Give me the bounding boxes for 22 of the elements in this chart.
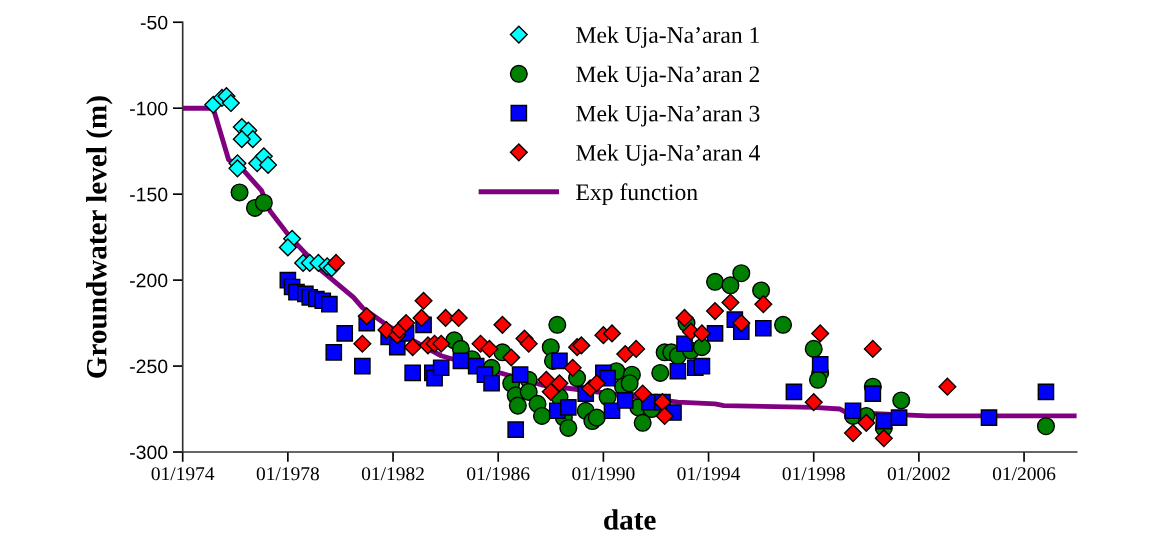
y-tick-label: -100 xyxy=(130,101,168,116)
x-tick-label: 01/1990 xyxy=(572,467,635,481)
legend-label: Mek Uja-Na’aran 1 xyxy=(576,26,759,48)
legend-label: Exp function xyxy=(576,183,698,206)
y-tick-label: -50 xyxy=(140,15,168,30)
y-tick-label: -200 xyxy=(130,273,168,288)
legend-label: Mek Uja-Na’aran 4 xyxy=(576,144,760,166)
y-tick-label: -250 xyxy=(130,359,168,374)
x-tick-label: 01/1982 xyxy=(361,467,424,481)
x-tick-label: 01/1974 xyxy=(151,467,215,481)
x-tick-label: 01/1994 xyxy=(677,467,741,481)
x-tick-label: 01/2006 xyxy=(992,467,1056,481)
x-tick-label: 01/1986 xyxy=(467,467,530,481)
x-axis-title: date xyxy=(604,509,656,530)
legend-label: Mek Uja-Na’aran 3 xyxy=(576,104,760,127)
y-tick-label: -300 xyxy=(130,445,168,460)
x-tick-label: 01/1998 xyxy=(782,467,845,481)
y-tick-label: -150 xyxy=(130,187,168,202)
x-tick-label: 01/2002 xyxy=(887,467,950,481)
y-axis-title: Groundwater level (m) xyxy=(86,96,113,378)
x-tick-label: 01/1978 xyxy=(256,467,319,481)
legend-label: Mek Uja-Na’aran 2 xyxy=(576,65,760,88)
